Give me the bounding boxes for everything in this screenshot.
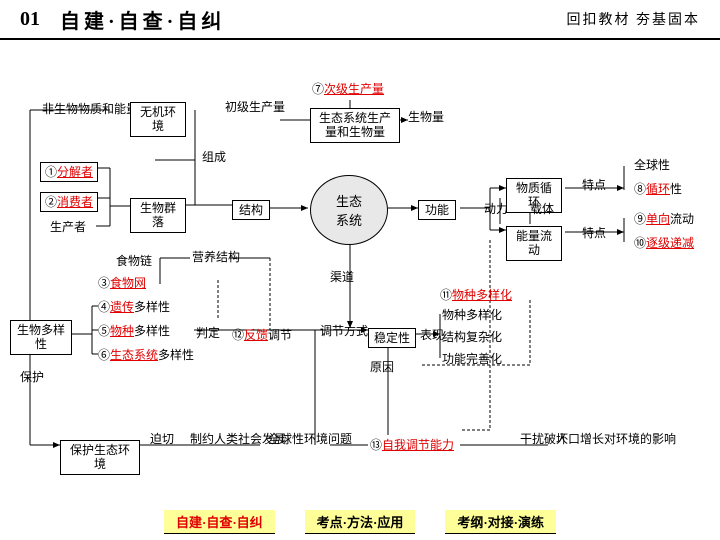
diagram-node: 特点 — [582, 226, 612, 240]
diagram-node: 能量流动 — [506, 226, 562, 261]
diagram-node: 物种多样化 — [442, 308, 514, 322]
diagram-node: 结构复杂化 — [442, 330, 514, 344]
answer-8: ⑧循环性 — [634, 182, 682, 196]
answer-2: ②消费者 — [40, 192, 98, 212]
diagram-node: 特点 — [582, 178, 612, 192]
section-subtitle: 回扣教材 夯基固本 — [567, 9, 701, 29]
diagram-node: 组成 — [202, 150, 232, 164]
answer-12: ⑫反馈调节 — [232, 328, 292, 342]
diagram-node: 判定 — [196, 326, 214, 340]
answer-3: ③食物网 — [98, 276, 146, 290]
diagram-node: 生物群落 — [130, 198, 186, 233]
answer-11: ⑪物种多样化 — [440, 288, 512, 302]
diagram-node: 初级生产量 — [225, 100, 269, 114]
diagram-node: 保护 — [20, 370, 38, 384]
diagram-node: 全球性 — [634, 158, 678, 172]
diagram-node: 无机环境 — [130, 102, 186, 137]
diagram-node: 原因 — [370, 360, 400, 374]
diagram-node: 人口增长对环境的影响 — [556, 432, 646, 446]
answer-13: ⑬自我调节能力 — [370, 438, 454, 452]
diagram-node: 营养结构 — [192, 250, 228, 264]
answer-9: ⑨单向流动 — [634, 212, 694, 226]
diagram-node: 结构 — [232, 200, 270, 220]
diagram-node: 制约人类社会发展 — [190, 432, 254, 446]
diagram-node: 干扰破坏 — [520, 432, 550, 446]
diagram-node: 食物链 — [116, 254, 160, 268]
diagram-node: 生物多样性 — [10, 320, 72, 355]
answer-4: ④遗传多样性 — [98, 300, 170, 314]
section-number: 01 — [0, 8, 60, 31]
footer-tab[interactable]: 自建·自查·自纠 — [164, 510, 275, 534]
diagram-node: 动力 — [484, 202, 514, 216]
diagram-node: 表现 — [420, 328, 450, 342]
concept-diagram: 生态系统生产量和生物量生态系统结构功能稳定性生物多样性非生物物质和能量无机环境生… — [0, 40, 720, 500]
footer-tab[interactable]: 考纲·对接·演练 — [445, 510, 556, 534]
diagram-node: 非生物物质和能量 — [42, 102, 106, 116]
footer-tabs: 自建·自查·自纠 考点·方法·应用 考纲·对接·演练 — [0, 510, 720, 534]
answer-7: ⑦次级生产量 — [312, 82, 384, 96]
diagram-node: 载体 — [530, 202, 560, 216]
footer-tab[interactable]: 考点·方法·应用 — [305, 510, 416, 534]
header: 01 自建·自查·自纠 回扣教材 夯基固本 — [0, 0, 720, 40]
diagram-node: 功能完善化 — [442, 352, 514, 366]
answer-5: ⑤物种多样性 — [98, 324, 170, 338]
diagram-node: 生产者 — [50, 220, 86, 234]
diagram-node: 保护生态环境 — [60, 440, 140, 475]
diagram-node: 稳定性 — [368, 328, 416, 348]
diagram-node: 迫切 — [150, 432, 180, 446]
answer-1: ①分解者 — [40, 162, 98, 182]
diagram-node: 渠道 — [330, 270, 360, 284]
diagram-node: 功能 — [418, 200, 456, 220]
section-title: 自建·自查·自纠 — [60, 5, 225, 34]
diagram-node: 调节方式 — [320, 324, 356, 338]
diagram-node: 生物量 — [408, 110, 452, 124]
answer-6: ⑥生态系统多样性 — [98, 348, 194, 362]
answer-10: ⑩逐级递减 — [634, 236, 694, 250]
diagram-node: 生态系统 — [310, 175, 388, 245]
diagram-node: 生态系统生产量和生物量 — [310, 108, 400, 143]
